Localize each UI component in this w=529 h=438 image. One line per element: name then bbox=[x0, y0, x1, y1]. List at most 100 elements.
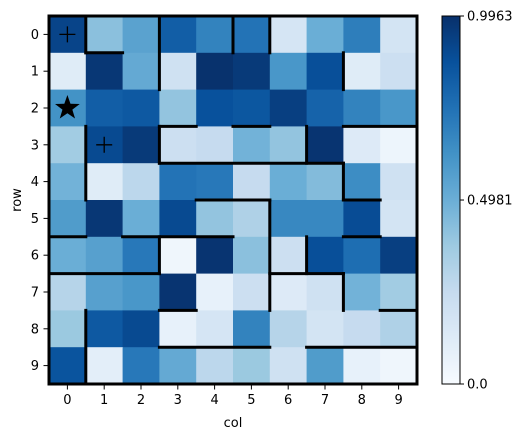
colorbar-tick-label-2: 0.0 bbox=[467, 378, 488, 393]
plus-marker-0 bbox=[59, 26, 76, 43]
x-tick-label-0: 0 bbox=[63, 393, 71, 408]
cell-r6-c3 bbox=[159, 236, 197, 275]
cell-r1-c7 bbox=[306, 52, 344, 91]
cell-r7-c6 bbox=[269, 273, 308, 311]
cell-r8-c8 bbox=[343, 310, 381, 348]
cell-r1-c4 bbox=[196, 52, 234, 91]
cell-r9-c8 bbox=[343, 347, 381, 385]
cell-r3-c0 bbox=[49, 126, 87, 164]
cell-r9-c7 bbox=[306, 347, 344, 385]
cell-r9-c0 bbox=[49, 347, 87, 385]
cell-r8-c1 bbox=[85, 310, 124, 348]
cell-r6-c5 bbox=[233, 236, 271, 275]
y-tick-label-7: 7 bbox=[31, 286, 39, 301]
cell-r3-c2 bbox=[122, 126, 160, 164]
cell-r3-c4 bbox=[196, 126, 234, 164]
y-tick-label-8: 8 bbox=[31, 322, 39, 337]
cell-r2-c9 bbox=[380, 89, 418, 127]
x-tick-label-9: 9 bbox=[394, 393, 402, 408]
cell-r5-c2 bbox=[122, 200, 160, 238]
cell-r0-c9 bbox=[380, 16, 418, 54]
cell-r3-c9 bbox=[380, 126, 418, 164]
cell-r7-c1 bbox=[85, 273, 124, 311]
cell-r3-c6 bbox=[269, 126, 308, 164]
cell-r8-c5 bbox=[233, 310, 271, 348]
cell-r1-c5 bbox=[233, 52, 271, 91]
cell-r4-c8 bbox=[343, 163, 381, 201]
cell-r0-c1 bbox=[85, 16, 124, 54]
y-tick-label-0: 0 bbox=[31, 28, 39, 43]
cell-r5-c7 bbox=[306, 200, 344, 238]
cell-r5-c8 bbox=[343, 200, 381, 238]
colorbar bbox=[441, 15, 461, 385]
y-tick-label-9: 9 bbox=[31, 359, 39, 374]
colorbar-tick-label-0: 0.9963 bbox=[467, 10, 513, 25]
cell-r4-c7 bbox=[306, 163, 344, 201]
heatmap-cells bbox=[49, 16, 418, 385]
y-tick-label-2: 2 bbox=[31, 102, 39, 117]
cell-r7-c4 bbox=[196, 273, 234, 311]
cell-r2-c2 bbox=[122, 89, 160, 127]
cell-r6-c8 bbox=[343, 236, 381, 275]
cell-r7-c7 bbox=[306, 273, 344, 311]
plot-frame bbox=[47, 14, 419, 386]
cell-r1-c9 bbox=[380, 52, 418, 91]
cell-r5-c1 bbox=[85, 200, 124, 238]
cell-r6-c1 bbox=[85, 236, 124, 275]
cell-r6-c0 bbox=[49, 236, 87, 275]
cell-r0-c2 bbox=[122, 16, 160, 54]
cell-r5-c4 bbox=[196, 200, 234, 238]
cell-r7-c5 bbox=[233, 273, 271, 311]
cell-r8-c2 bbox=[122, 310, 160, 348]
cell-r6-c6 bbox=[269, 236, 308, 275]
cell-r3-c8 bbox=[343, 126, 381, 164]
x-axis-ticks: 0 1 2 3 4 5 6 7 8 9 bbox=[63, 385, 403, 408]
cell-r2-c7 bbox=[306, 89, 344, 127]
cell-r0-c6 bbox=[269, 16, 308, 54]
cell-r2-c5 bbox=[233, 89, 271, 127]
plus-marker-2 bbox=[96, 136, 113, 153]
cell-r5-c0 bbox=[49, 200, 87, 238]
cell-r8-c7 bbox=[306, 310, 344, 348]
cell-r7-c2 bbox=[122, 273, 160, 311]
x-axis-label: col bbox=[224, 416, 243, 431]
cell-r7-c8 bbox=[343, 273, 381, 311]
cell-r4-c9 bbox=[380, 163, 418, 201]
cell-r9-c3 bbox=[159, 347, 197, 385]
cell-r6-c9 bbox=[380, 236, 418, 275]
x-tick-label-6: 6 bbox=[284, 393, 292, 408]
cell-r1-c0 bbox=[49, 52, 87, 91]
y-tick-label-6: 6 bbox=[31, 249, 39, 264]
cell-r1-c1 bbox=[85, 52, 124, 91]
cell-r4-c3 bbox=[159, 163, 197, 201]
cell-r6-c2 bbox=[122, 236, 160, 275]
cell-r2-c8 bbox=[343, 89, 381, 127]
cell-r8-c0 bbox=[49, 310, 87, 348]
colorbar-ticks: 0.9963 0.4981 0.0 bbox=[460, 10, 513, 393]
y-tick-label-5: 5 bbox=[31, 212, 39, 227]
cell-r9-c1 bbox=[85, 347, 124, 385]
cell-r5-c6 bbox=[269, 200, 308, 238]
cell-r0-c7 bbox=[306, 16, 344, 54]
cell-r9-c5 bbox=[233, 347, 271, 385]
cell-r4-c1 bbox=[85, 163, 124, 201]
cell-r9-c9 bbox=[380, 347, 418, 385]
y-tick-label-4: 4 bbox=[31, 175, 39, 190]
cell-r6-c7 bbox=[306, 236, 344, 275]
y-tick-label-3: 3 bbox=[31, 138, 39, 153]
cell-r4-c4 bbox=[196, 163, 234, 201]
cell-r9-c6 bbox=[269, 347, 308, 385]
cell-r7-c9 bbox=[380, 273, 418, 311]
x-tick-label-5: 5 bbox=[247, 393, 255, 408]
cell-r0-c8 bbox=[343, 16, 381, 54]
cell-r3-c5 bbox=[233, 126, 271, 164]
cell-r1-c8 bbox=[343, 52, 381, 91]
cell-r2-c4 bbox=[196, 89, 234, 127]
x-tick-label-2: 2 bbox=[137, 393, 145, 408]
cell-r0-c3 bbox=[159, 16, 197, 54]
cell-r3-c7 bbox=[306, 126, 344, 164]
cell-r8-c6 bbox=[269, 310, 308, 348]
cell-r5-c3 bbox=[159, 200, 197, 238]
cell-r2-c3 bbox=[159, 89, 197, 127]
cell-r8-c4 bbox=[196, 310, 234, 348]
